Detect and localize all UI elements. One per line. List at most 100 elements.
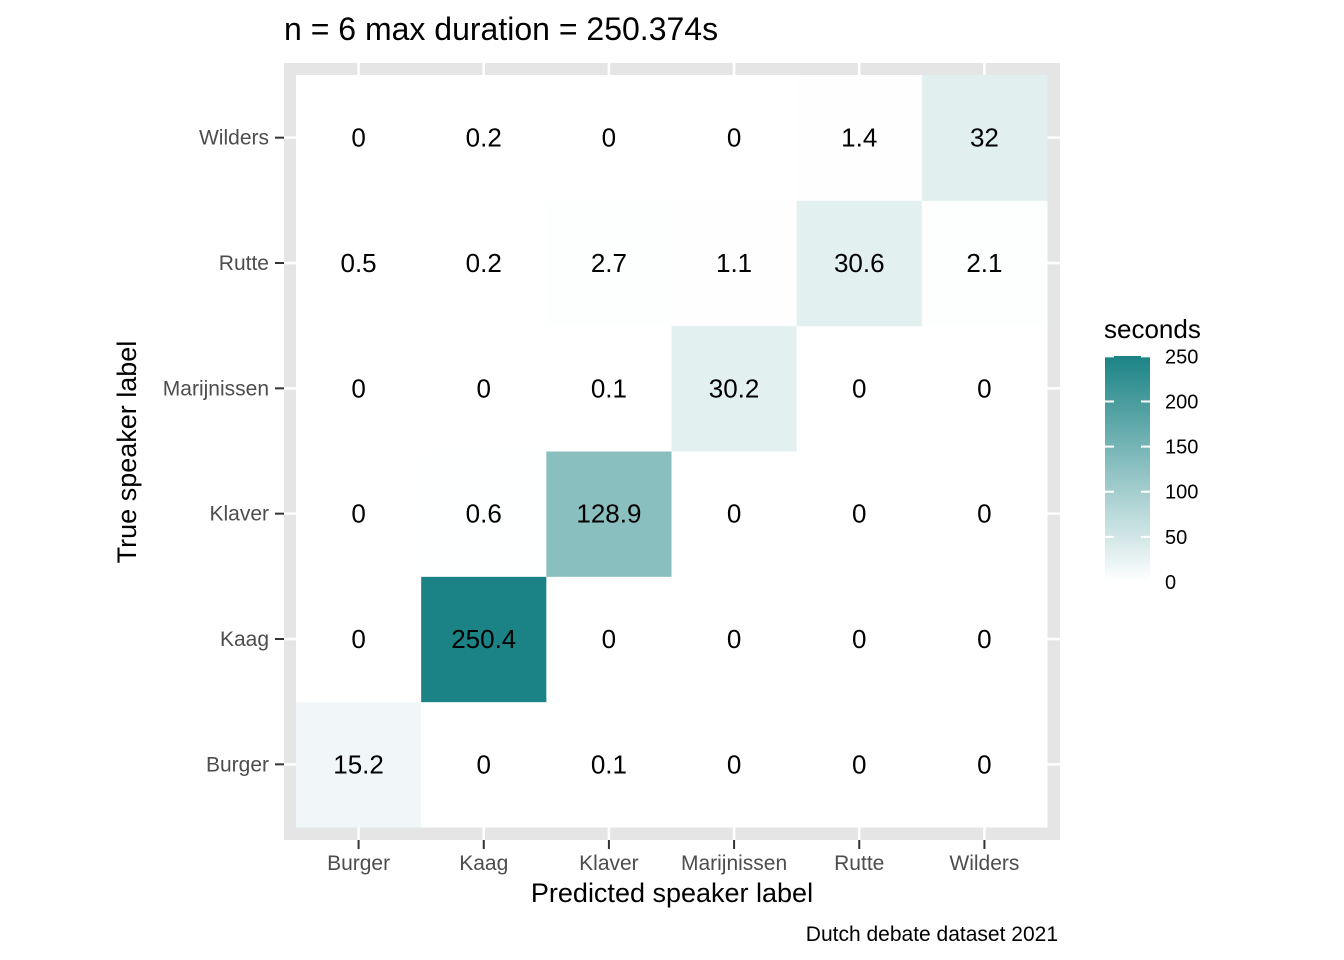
heatmap-cell — [921, 325, 1048, 452]
legend-colorbar — [1105, 356, 1150, 582]
cell-value-label: 0 — [351, 499, 365, 529]
heatmap-cell — [921, 75, 1048, 201]
heatmap-cell — [421, 325, 547, 452]
cell-value-label: 1.4 — [841, 123, 877, 153]
y-tick-label: Marijnissen — [163, 377, 269, 400]
cell-value-label: 0 — [602, 123, 616, 153]
heatmap-cell — [421, 200, 547, 327]
heatmap-cell — [546, 576, 672, 703]
cell-value-label: 0.6 — [466, 499, 502, 529]
y-tick-label: Kaag — [220, 628, 269, 651]
heatmap-cell — [546, 200, 672, 327]
heatmap-cell — [296, 200, 422, 327]
cell-value-label: 0 — [351, 123, 365, 153]
heatmap-cell — [296, 701, 422, 828]
x-tick-label: Burger — [327, 852, 390, 875]
heatmap-cell — [296, 75, 422, 201]
cell-value-label: 0.5 — [341, 248, 377, 278]
y-tick-label: Rutte — [219, 252, 269, 275]
legend-tick-label: 0 — [1165, 572, 1176, 594]
cell-value-label: 0 — [727, 624, 741, 654]
heatmap-cell — [921, 701, 1048, 828]
cell-value-label: 0 — [852, 499, 866, 529]
cell-value-label: 0 — [602, 624, 616, 654]
cell-value-label: 0 — [727, 749, 741, 779]
legend-ticks: 0 50 100 150 200 250 — [1105, 346, 1198, 594]
cell-value-label: 0 — [852, 624, 866, 654]
y-axis-ticks: Burger Kaag Klaver Marijnissen Rutte Wilders — [163, 127, 284, 776]
heatmap-cells — [296, 75, 1048, 828]
heatmap-cell — [796, 325, 923, 452]
heatmap-cell — [421, 451, 547, 577]
chart-caption: Dutch debate dataset 2021 — [806, 923, 1058, 946]
cell-value-label: 1.1 — [716, 248, 752, 278]
heatmap-cell — [546, 325, 672, 452]
cell-value-label: 0 — [351, 624, 365, 654]
heatmap-cell — [546, 75, 672, 201]
cell-value-labels: 15.2 0 0.1 0 0 0 0 250.4 0 0 0 0 0 0.6 128.9 0 0 0 0 0 0.1 30… — [333, 123, 1002, 780]
heatmap-cell — [421, 75, 547, 201]
cell-value-label: 15.2 — [333, 749, 384, 779]
heatmap-cell — [671, 701, 798, 828]
y-tick-label: Klaver — [209, 503, 269, 526]
x-axis-label: Predicted speaker label — [531, 878, 813, 908]
heatmap-cell — [921, 576, 1048, 703]
cell-value-label: 128.9 — [576, 499, 641, 529]
x-tick-label: Wilders — [949, 852, 1019, 875]
y-tick-label: Wilders — [199, 127, 269, 150]
cell-value-label: 32 — [970, 123, 999, 153]
heatmap-cell — [296, 451, 422, 577]
heatmap-cell — [796, 701, 923, 828]
x-tick-label: Rutte — [834, 852, 884, 875]
heatmap-cell — [671, 451, 798, 577]
heatmap-cell — [796, 200, 923, 327]
heatmap-cell — [546, 701, 672, 828]
cell-value-label: 0 — [977, 749, 991, 779]
y-tick-label: Burger — [206, 753, 269, 776]
color-legend: seconds 0 50 100 150 200 250 — [1104, 314, 1201, 594]
cell-value-label: 0.1 — [591, 749, 627, 779]
x-axis-ticks: Burger Kaag Klaver Marijnissen Rutte Wilders — [327, 840, 1019, 875]
cell-value-label: 0 — [351, 373, 365, 403]
legend-title: seconds — [1104, 314, 1201, 344]
x-tick-label: Kaag — [459, 852, 508, 875]
cell-value-label: 30.2 — [709, 373, 760, 403]
heatmap-cell — [796, 75, 923, 201]
heatmap-cell — [296, 576, 422, 703]
legend-tick-label: 50 — [1165, 527, 1187, 549]
y-axis-label: True speaker label — [112, 341, 142, 564]
cell-value-label: 30.6 — [834, 248, 885, 278]
heatmap-cell — [796, 576, 923, 703]
chart-title: n = 6 max duration = 250.374s — [284, 11, 718, 47]
cell-value-label: 0.2 — [466, 123, 502, 153]
cell-value-label: 2.7 — [591, 248, 627, 278]
heatmap-cell — [671, 75, 798, 201]
heatmap-cell — [671, 200, 798, 327]
cell-value-label: 0 — [727, 499, 741, 529]
cell-value-label: 0 — [477, 373, 491, 403]
legend-tick-label: 150 — [1165, 437, 1198, 459]
heatmap-cell — [671, 576, 798, 703]
cell-value-label: 0 — [852, 373, 866, 403]
heatmap-cell — [421, 701, 547, 828]
legend-tick-label: 100 — [1165, 482, 1198, 504]
cell-value-label: 0 — [977, 499, 991, 529]
legend-tick-label: 200 — [1165, 391, 1198, 413]
cell-value-label: 0 — [477, 749, 491, 779]
heatmap-cell — [796, 451, 923, 577]
cell-value-label: 0 — [977, 373, 991, 403]
heatmap-cell — [671, 325, 798, 452]
cell-value-label: 0 — [852, 749, 866, 779]
cell-value-label: 250.4 — [451, 624, 516, 654]
heatmap-cell — [546, 451, 672, 577]
heatmap-cell — [421, 576, 547, 703]
heatmap-cell — [921, 451, 1048, 577]
heatmap-cell — [296, 325, 422, 452]
cell-value-label: 0 — [977, 624, 991, 654]
cell-value-label: 0.1 — [591, 373, 627, 403]
heatmap-cell — [921, 200, 1048, 327]
legend-tick-label: 250 — [1165, 346, 1198, 368]
x-tick-label: Klaver — [579, 852, 639, 875]
cell-value-label: 2.1 — [966, 248, 1002, 278]
